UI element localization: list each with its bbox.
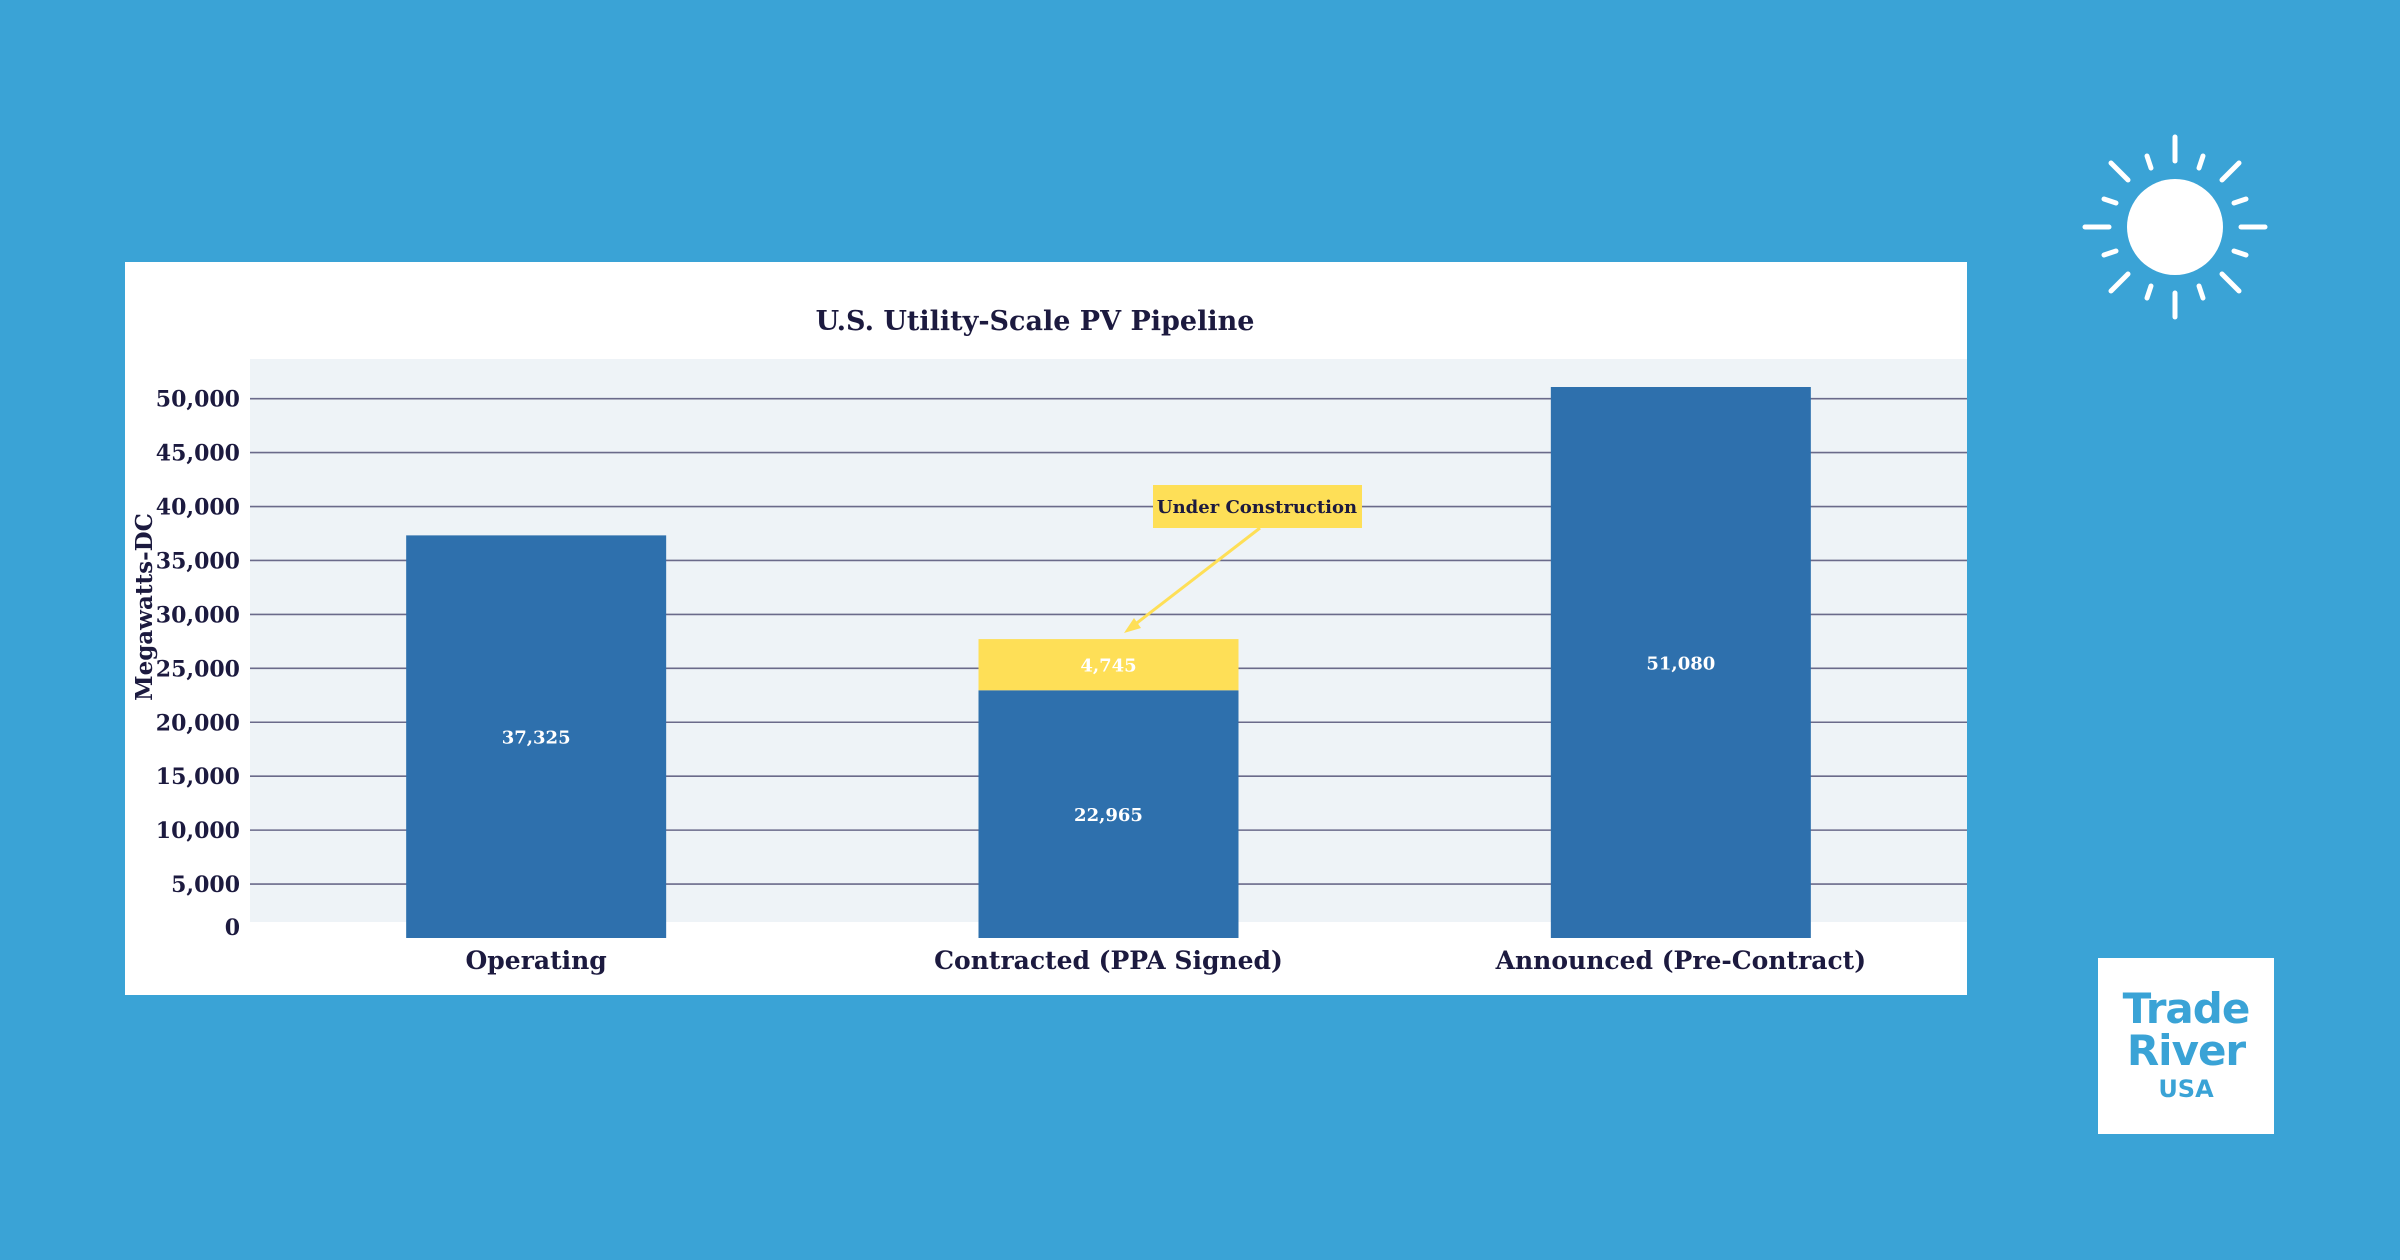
y-ticks: 0 5,000 10,000 15,000 20,000 25,000 30,000 35,0… [156,387,240,941]
y-axis-label: Megawatts-DC [131,513,158,701]
annotation-box [1153,485,1362,528]
logo-line-2: River [2126,1026,2246,1075]
annotation-under-construction: Under Construction [1124,485,1362,633]
bar [406,535,667,938]
annotation-label: Under Construction [1157,497,1357,518]
bar [978,690,1239,938]
y-tick-label: 5,000 [171,872,240,898]
annotation-arrow-line [1132,526,1261,628]
y-tick-label: 0 [225,915,240,941]
annotation-arrowhead [1124,618,1141,633]
bar [978,639,1239,691]
x-category-label: Announced (Pre-Contract) [1495,946,1866,975]
x-category-label: Operating [466,946,607,975]
bar-value-label: 4,745 [1080,656,1136,677]
y-tick-label: 20,000 [156,710,240,736]
bar-value-label: 22,965 [1074,805,1143,826]
x-category-label: Contracted (PPA Signed) [934,946,1283,975]
y-tick-label: 30,000 [156,602,240,628]
logo-line-3: USA [2158,1075,2214,1103]
bar-value-label: 37,325 [502,728,571,749]
bar-value-label: 51,080 [1646,654,1715,675]
y-tick-label: 10,000 [156,818,240,844]
bar [1550,387,1811,938]
y-tick-label: 35,000 [156,548,240,574]
trade-river-usa-logo: Trade River USA [2098,958,2274,1134]
logo-line-1: Trade [2122,984,2251,1033]
bars: 37,325 22,965 4,745 51,080 [406,387,1811,938]
chart-card: 37,325 22,965 4,745 51,080 0 5,000 10,000 15,0… [125,262,1967,995]
y-tick-label: 40,000 [156,495,240,521]
y-tick-label: 45,000 [156,441,240,467]
y-tick-label: 25,000 [156,656,240,682]
x-categories: Operating Contracted (PPA Signed) Announce… [466,946,1867,975]
bar-chart: 37,325 22,965 4,745 51,080 0 5,000 10,000 15,0… [131,306,1967,975]
y-tick-label: 50,000 [156,387,240,413]
chart-title: U.S. Utility-Scale PV Pipeline [816,306,1255,337]
sun-icon [2082,134,2268,320]
y-tick-label: 15,000 [156,764,240,790]
